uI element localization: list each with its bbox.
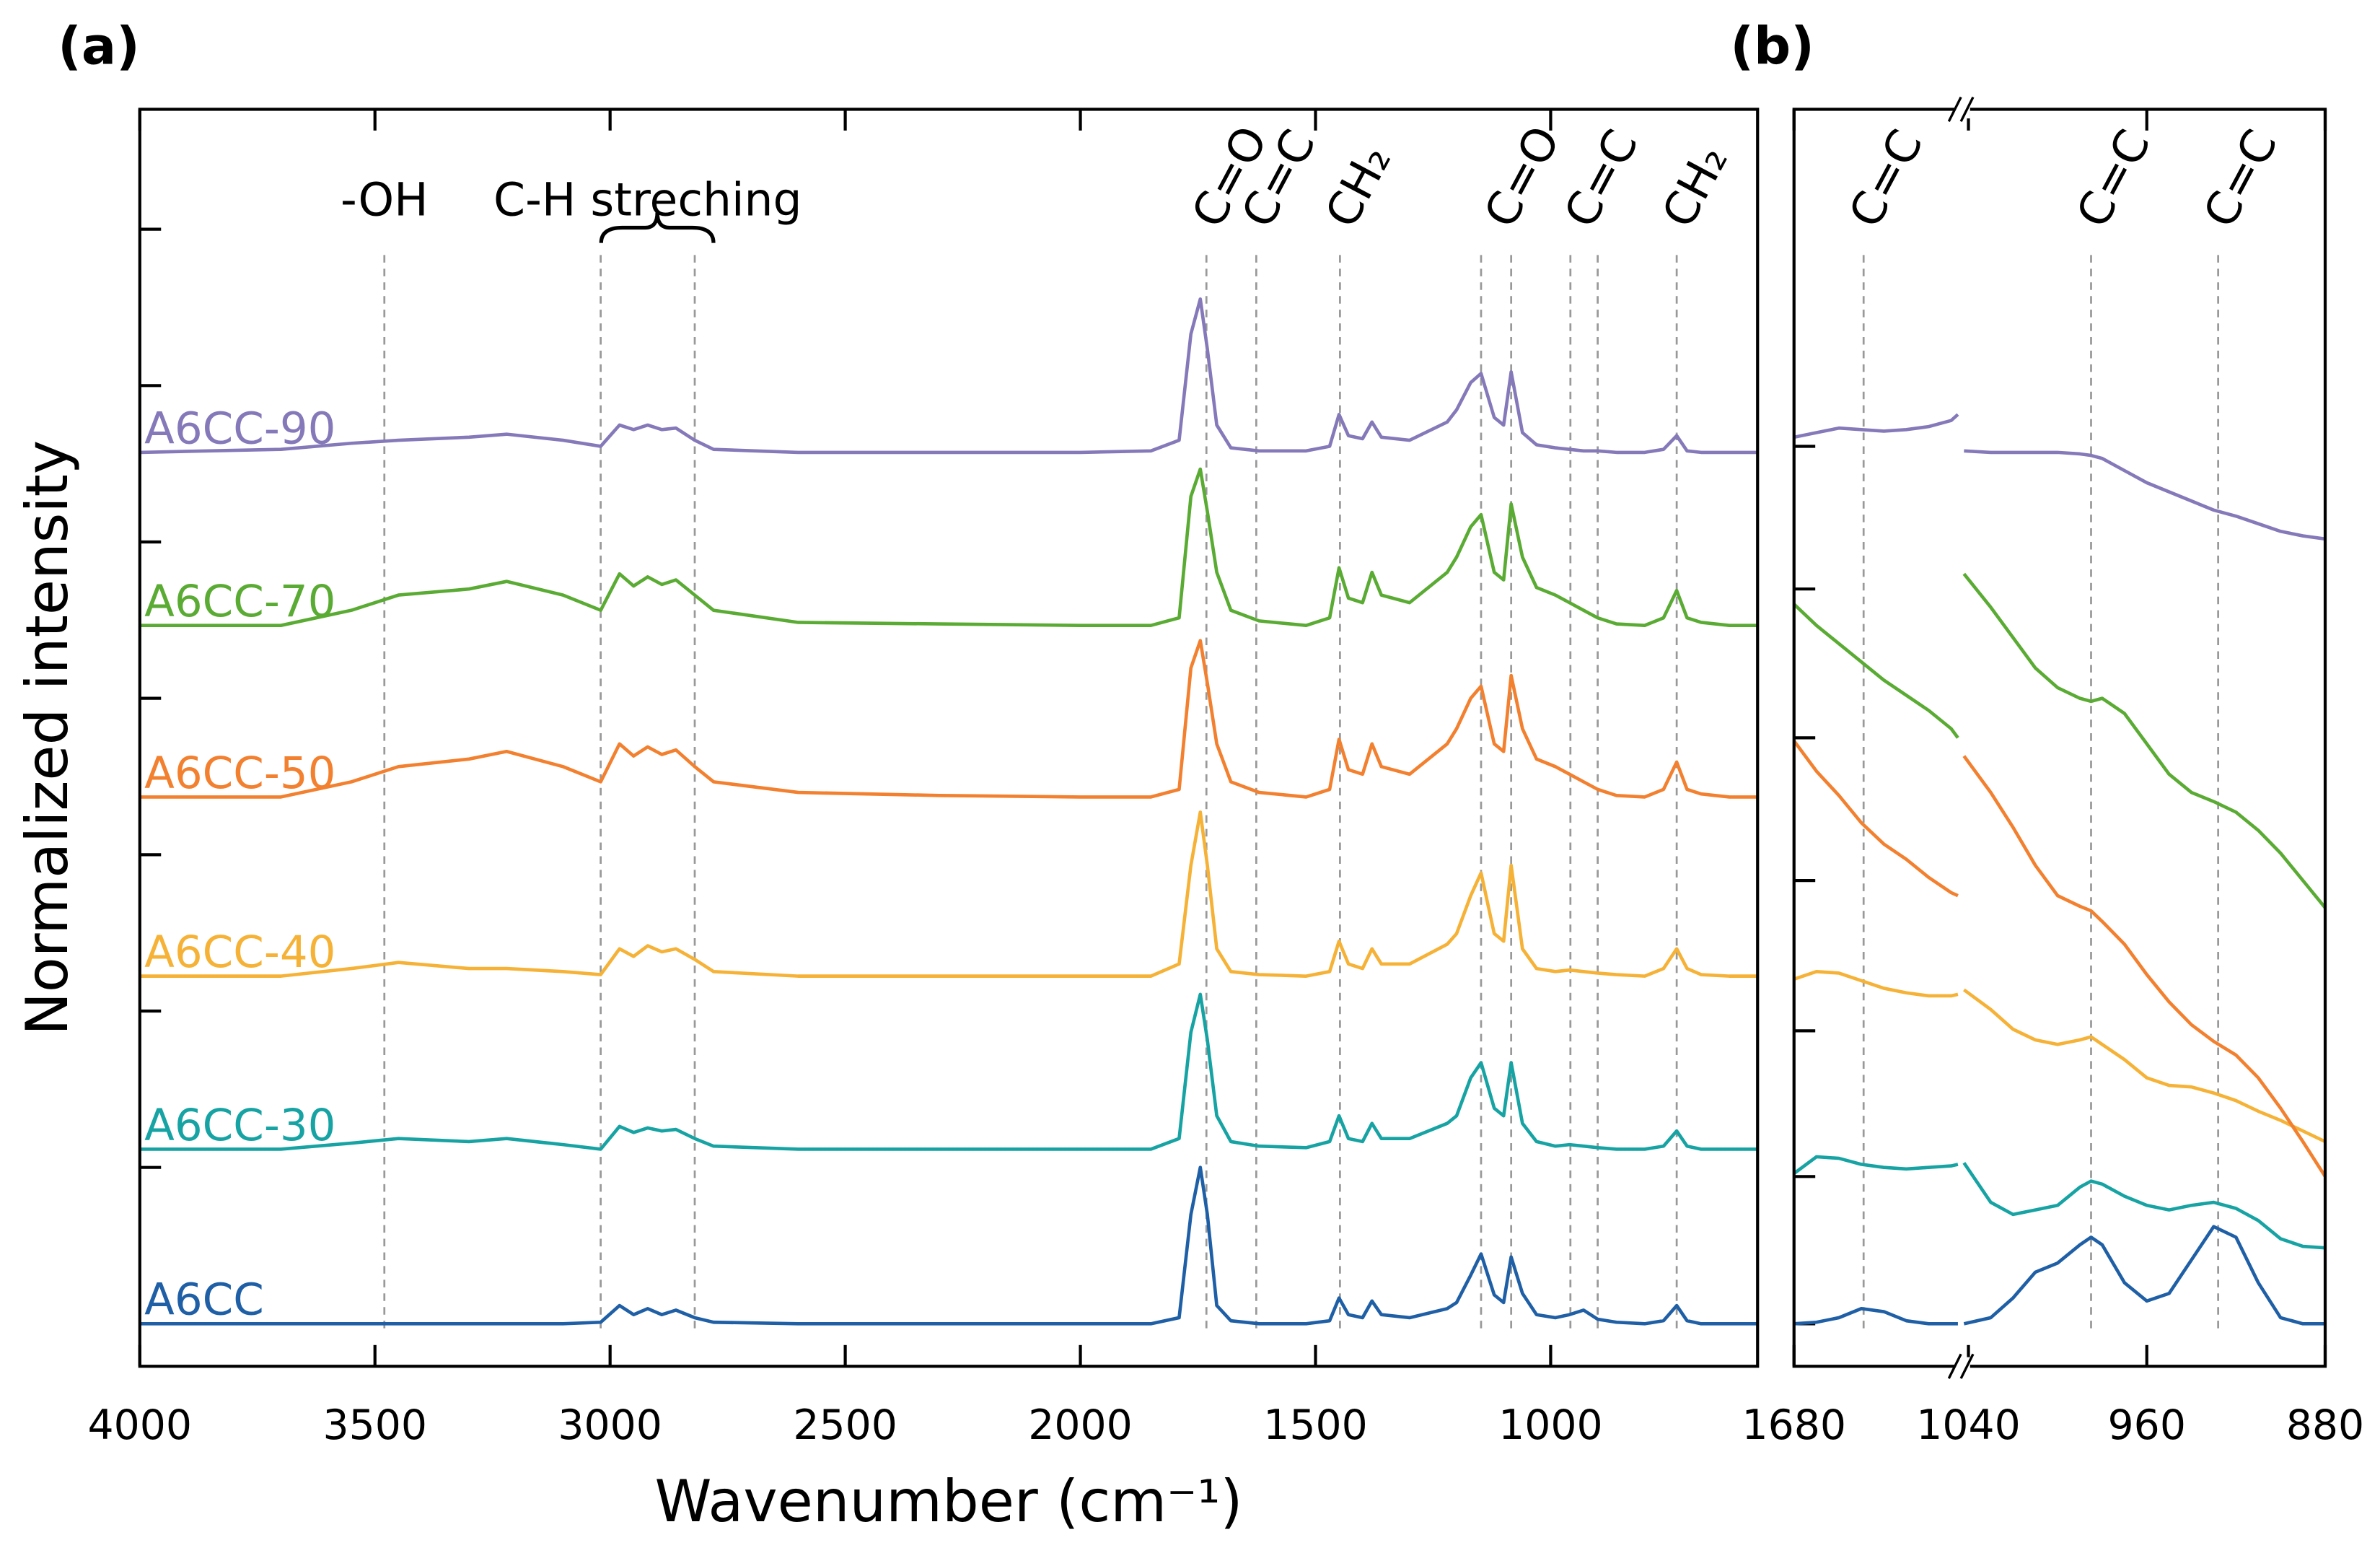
x-tick-label: 1000 — [1498, 1401, 1603, 1449]
spectrum-line — [139, 297, 1758, 455]
axis-break-mark — [1947, 96, 1975, 1379]
x-tick-label: 1680 — [1742, 1401, 1846, 1449]
series-label: A6CC — [144, 1274, 264, 1326]
spectrum-line — [1962, 988, 2327, 1144]
spectrum-line — [1964, 449, 2326, 541]
spectrum-line — [139, 639, 1758, 799]
spectrum-line — [1793, 1307, 1958, 1326]
spectrum-line — [1962, 572, 2327, 909]
series-label: A6CC-40 — [144, 927, 335, 978]
series-label: A6CC-90 — [144, 403, 335, 454]
annotation: C-H streching — [493, 173, 802, 227]
x-tick-label: 3000 — [558, 1401, 662, 1449]
axis-break — [1954, 1357, 1970, 1375]
spectrum-line — [1962, 1162, 2326, 1250]
panel-label: (a) — [58, 16, 140, 76]
axes-frame — [138, 108, 1760, 1368]
brace — [599, 212, 716, 243]
spectrum-line — [1792, 740, 1959, 898]
x-tick-label: 880 — [2286, 1401, 2364, 1449]
x-tick-label: 1040 — [1916, 1401, 2021, 1449]
panel-label: (b) — [1730, 16, 1814, 76]
spectrum-line — [1963, 1225, 2326, 1326]
y-axis-label: Normalized intensity — [14, 440, 81, 1036]
spectrum-line — [1793, 603, 1959, 739]
x-tick-label: 960 — [2108, 1401, 2186, 1449]
x-tick-label: 2000 — [1028, 1401, 1133, 1449]
spectrum-line — [139, 467, 1758, 628]
axes-frame — [1792, 108, 2327, 1368]
spectrum-line — [1793, 970, 1959, 998]
spectrum-line — [1793, 413, 1959, 439]
series-label: A6CC-70 — [144, 576, 335, 627]
axis-break — [1954, 100, 1970, 119]
annotation: -OH — [341, 173, 429, 227]
spectrum-line — [139, 1165, 1758, 1326]
series-label: A6CC-50 — [144, 748, 335, 799]
spectrum-line — [139, 992, 1758, 1151]
x-tick-label: 2500 — [793, 1401, 897, 1449]
x-axis-label: Wavenumber (cm⁻¹) — [654, 1468, 1242, 1535]
x-tick-label: 1500 — [1263, 1401, 1368, 1449]
spectrum-line — [1962, 755, 2327, 1178]
x-tick-label: 3500 — [322, 1401, 427, 1449]
series-label: A6CC-30 — [144, 1100, 335, 1151]
x-tick-label: 4000 — [88, 1401, 193, 1449]
spectrum-line — [1793, 1155, 1959, 1175]
spectrum-line — [139, 810, 1758, 978]
